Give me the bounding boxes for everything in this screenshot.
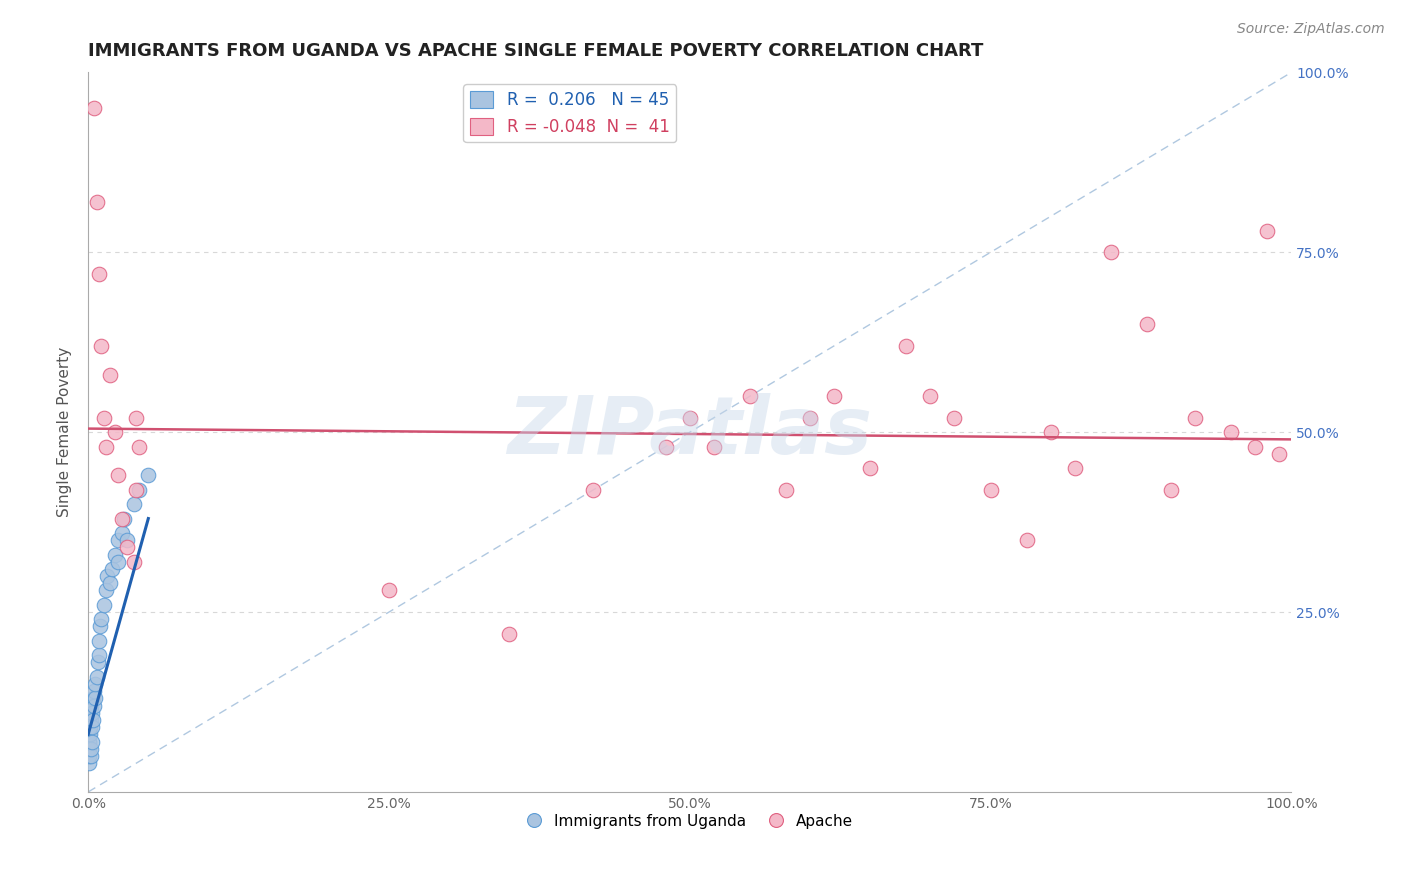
Point: [83, 102, 105, 116]
Point: [378, 583, 401, 598]
Text: ZIPatlas: ZIPatlas: [508, 393, 872, 471]
Point: [79, 741, 101, 756]
Point: [943, 410, 966, 425]
Point: [84, 691, 107, 706]
Point: [115, 541, 138, 555]
Point: [1039, 425, 1062, 440]
Point: [1015, 533, 1038, 548]
Point: [87, 648, 110, 663]
Point: [104, 548, 127, 562]
Point: [83, 698, 105, 713]
Point: [703, 440, 725, 454]
Point: [79, 706, 101, 720]
Point: [79, 713, 101, 727]
Point: [1160, 483, 1182, 497]
Point: [87, 633, 110, 648]
Point: [104, 425, 127, 440]
Point: [920, 389, 942, 403]
Point: [115, 533, 138, 548]
Point: [107, 555, 129, 569]
Point: [128, 440, 150, 454]
Point: [1099, 245, 1122, 260]
Y-axis label: Single Female Poverty: Single Female Poverty: [58, 347, 72, 517]
Point: [896, 339, 918, 353]
Point: [77, 734, 100, 748]
Point: [582, 483, 605, 497]
Point: [101, 562, 124, 576]
Point: [79, 727, 101, 741]
Point: [799, 410, 821, 425]
Point: [679, 410, 702, 425]
Text: IMMIGRANTS FROM UGANDA VS APACHE SINGLE FEMALE POVERTY CORRELATION CHART: IMMIGRANTS FROM UGANDA VS APACHE SINGLE …: [89, 42, 984, 60]
Point: [79, 741, 101, 756]
Point: [87, 656, 110, 670]
Point: [1136, 318, 1159, 332]
Point: [98, 368, 121, 382]
Point: [498, 626, 520, 640]
Point: [1256, 224, 1278, 238]
Point: [79, 734, 101, 748]
Point: [1063, 461, 1085, 475]
Point: [111, 511, 134, 525]
Point: [90, 339, 112, 353]
Point: [80, 706, 103, 720]
Point: [77, 720, 100, 734]
Point: [77, 727, 100, 741]
Point: [111, 525, 134, 540]
Point: [79, 749, 101, 764]
Point: [79, 713, 101, 727]
Point: [96, 569, 118, 583]
Point: [86, 194, 108, 209]
Point: [84, 677, 107, 691]
Text: Source: ZipAtlas.com: Source: ZipAtlas.com: [1237, 22, 1385, 37]
Point: [1268, 447, 1291, 461]
Point: [654, 440, 676, 454]
Point: [1244, 440, 1267, 454]
Point: [79, 698, 101, 713]
Point: [87, 267, 110, 281]
Point: [122, 497, 145, 511]
Point: [86, 670, 108, 684]
Point: [96, 440, 118, 454]
Point: [107, 533, 129, 548]
Point: [77, 749, 100, 764]
Point: [1184, 410, 1206, 425]
Point: [89, 619, 111, 633]
Point: [859, 461, 882, 475]
Point: [93, 410, 115, 425]
Point: [980, 483, 1002, 497]
Point: [96, 583, 118, 598]
Point: [125, 410, 148, 425]
Point: [112, 511, 135, 525]
Point: [136, 468, 159, 483]
Point: [79, 720, 101, 734]
Point: [125, 483, 148, 497]
Point: [98, 576, 121, 591]
Point: [77, 741, 100, 756]
Point: [82, 713, 104, 727]
Point: [93, 598, 115, 612]
Point: [80, 720, 103, 734]
Point: [775, 483, 797, 497]
Point: [83, 684, 105, 698]
Point: [90, 612, 112, 626]
Point: [80, 734, 103, 748]
Point: [1220, 425, 1243, 440]
Point: [823, 389, 845, 403]
Point: [77, 756, 100, 771]
Point: [82, 691, 104, 706]
Point: [738, 389, 761, 403]
Point: [128, 483, 150, 497]
Point: [107, 468, 129, 483]
Point: [122, 555, 145, 569]
Legend: Immigrants from Uganda, Apache: Immigrants from Uganda, Apache: [520, 807, 859, 835]
